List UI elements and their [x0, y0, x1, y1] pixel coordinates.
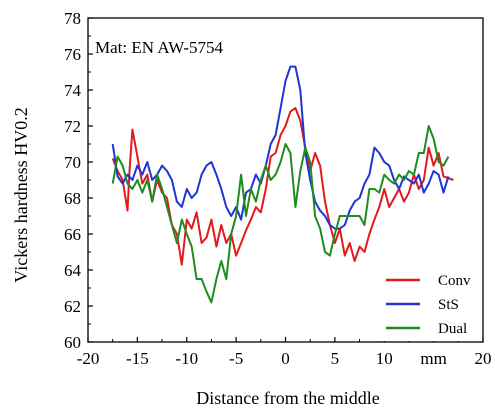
legend-label-conv: Conv	[438, 273, 471, 289]
x-tick-label: 10	[376, 349, 393, 368]
y-tick-label: 62	[64, 297, 81, 316]
y-tick-label: 70	[64, 153, 81, 172]
legend-label-sts: StS	[438, 297, 459, 313]
axis-ticks: -20 -15 -10 -5 0 5 10 mm 20 60 62 64 66 68 70 72 74 76 78	[64, 9, 492, 368]
y-tick-label: 72	[64, 117, 81, 136]
x-tick-label: 20	[475, 349, 492, 368]
series-line-dual	[111, 125, 450, 304]
x-tick-label: -5	[229, 349, 243, 368]
y-tick-label: 60	[64, 333, 81, 352]
series-line-sts	[111, 65, 450, 230]
x-axis-title: Distance from the middle	[196, 388, 379, 408]
legend-label-dual: Dual	[438, 321, 467, 337]
series-group	[111, 65, 454, 304]
material-annotation: Mat: EN AW-5754	[95, 38, 224, 57]
y-tick-label: 64	[64, 261, 82, 280]
y-tick-label: 78	[64, 9, 81, 28]
legend: Conv StS Dual	[379, 261, 481, 341]
y-tick-label: 66	[64, 225, 81, 244]
x-tick-label: 5	[331, 349, 340, 368]
x-tick-label: mm	[420, 349, 446, 368]
x-tick-label: 0	[281, 349, 290, 368]
x-tick-label: -20	[77, 349, 100, 368]
series-line-conv	[111, 107, 454, 266]
y-tick-label: 74	[64, 81, 82, 100]
x-tick-label: -10	[175, 349, 198, 368]
y-tick-label: 76	[64, 45, 81, 64]
y-tick-label: 68	[64, 189, 81, 208]
x-tick-label: -15	[126, 349, 149, 368]
y-axis-title: Vickers hardness HV0.2	[11, 107, 31, 282]
